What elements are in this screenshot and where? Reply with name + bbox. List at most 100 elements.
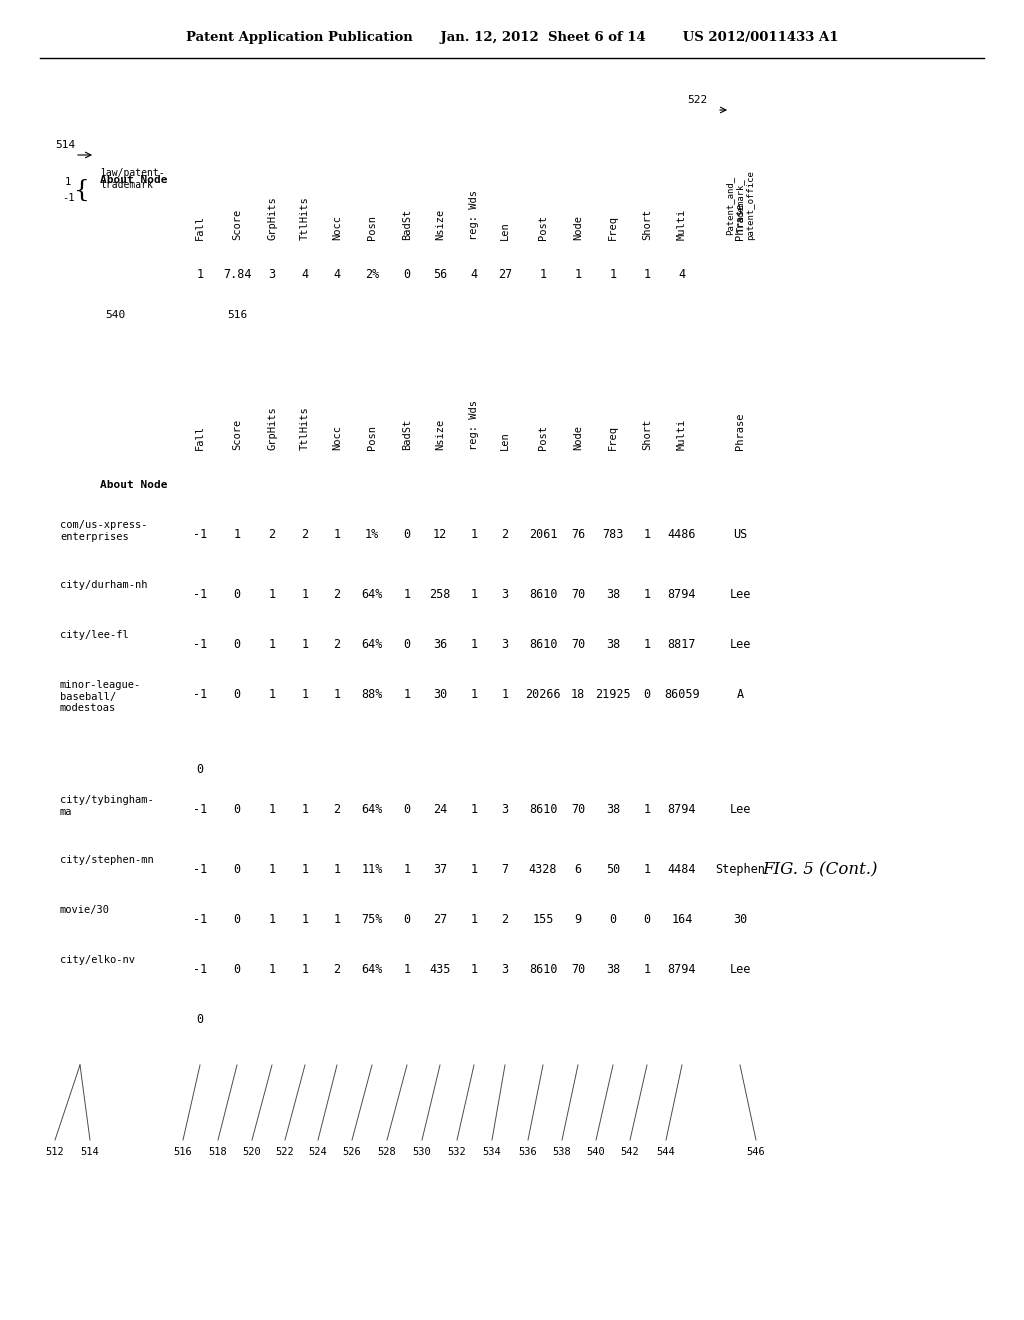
Text: 1: 1 [403,964,411,975]
Text: 70: 70 [570,803,585,816]
Text: 2: 2 [334,638,341,651]
Text: 18: 18 [570,688,585,701]
Text: 38: 38 [606,587,621,601]
Text: reg: Wds: reg: Wds [469,190,479,240]
Text: Len: Len [500,432,510,450]
Text: 2: 2 [502,528,509,541]
Text: 1: 1 [403,863,411,876]
Text: 1: 1 [268,638,275,651]
Text: 0: 0 [233,638,241,651]
Text: 0: 0 [233,863,241,876]
Text: 538: 538 [553,1147,571,1158]
Text: 1: 1 [643,964,650,975]
Text: 1: 1 [609,268,616,281]
Text: 86059: 86059 [665,688,699,701]
Text: 2: 2 [502,913,509,927]
Text: 4328: 4328 [528,863,557,876]
Text: 4486: 4486 [668,528,696,541]
Text: 0: 0 [403,528,411,541]
Text: 1: 1 [301,964,308,975]
Text: 0: 0 [403,638,411,651]
Text: Lee: Lee [729,638,751,651]
Text: 528: 528 [378,1147,396,1158]
Text: 1: 1 [470,803,477,816]
Text: Patent Application Publication      Jan. 12, 2012  Sheet 6 of 14        US 2012/: Patent Application Publication Jan. 12, … [185,32,839,45]
Text: 88%: 88% [361,688,383,701]
Text: 155: 155 [532,913,554,927]
Text: -1: -1 [61,193,75,203]
Text: 8610: 8610 [528,964,557,975]
Text: 1%: 1% [365,528,379,541]
Text: 76: 76 [570,528,585,541]
Text: -1: -1 [193,863,207,876]
Text: 2061: 2061 [528,528,557,541]
Text: 1: 1 [268,913,275,927]
Text: 1: 1 [268,688,275,701]
Text: 1: 1 [334,528,341,541]
Text: 2: 2 [334,587,341,601]
Text: Freq: Freq [608,215,618,240]
Text: Posn: Posn [367,425,377,450]
Text: 1: 1 [470,638,477,651]
Text: 30: 30 [733,913,748,927]
Text: reg: Wds: reg: Wds [469,400,479,450]
Text: 27: 27 [498,268,512,281]
Text: FIG. 5 (Cont.): FIG. 5 (Cont.) [762,862,878,879]
Text: city/durham-nh: city/durham-nh [60,579,147,590]
Text: Nocc: Nocc [332,215,342,240]
Text: 64%: 64% [361,638,383,651]
Text: 1: 1 [470,528,477,541]
Text: 50: 50 [606,863,621,876]
Text: 1: 1 [334,863,341,876]
Text: -1: -1 [193,803,207,816]
Text: 546: 546 [746,1147,765,1158]
Text: 64%: 64% [361,587,383,601]
Text: Phrase: Phrase [735,412,745,450]
Text: 522: 522 [687,95,708,106]
Text: Lee: Lee [729,964,751,975]
Text: Short: Short [642,209,652,240]
Text: -1: -1 [193,688,207,701]
Text: 1: 1 [403,587,411,601]
Text: 8610: 8610 [528,803,557,816]
Text: 1: 1 [470,863,477,876]
Text: 1: 1 [334,913,341,927]
Text: 4: 4 [301,268,308,281]
Text: law/patent-
trademark: law/patent- trademark [100,168,165,190]
Text: 518: 518 [209,1147,227,1158]
Text: 1: 1 [301,587,308,601]
Text: GrpHits: GrpHits [267,197,278,240]
Text: 8610: 8610 [528,587,557,601]
Text: 1: 1 [301,863,308,876]
Text: 1: 1 [470,587,477,601]
Text: 70: 70 [570,587,585,601]
Text: 1: 1 [643,528,650,541]
Text: 1: 1 [334,688,341,701]
Text: Posn: Posn [367,215,377,240]
Text: {: { [74,178,90,202]
Text: 512: 512 [46,1147,65,1158]
Text: 1: 1 [197,268,204,281]
Text: -1: -1 [193,964,207,975]
Text: 164: 164 [672,913,692,927]
Text: 8794: 8794 [668,587,696,601]
Text: Nsize: Nsize [435,418,445,450]
Text: 1: 1 [540,268,547,281]
Text: TtlHits: TtlHits [300,407,310,450]
Text: Freq: Freq [608,425,618,450]
Text: 542: 542 [621,1147,639,1158]
Text: Score: Score [232,209,242,240]
Text: 38: 38 [606,803,621,816]
Text: 534: 534 [482,1147,502,1158]
Text: 516: 516 [227,310,247,319]
Text: 2: 2 [301,528,308,541]
Text: 12: 12 [433,528,447,541]
Text: 3: 3 [502,638,509,651]
Text: 4: 4 [679,268,685,281]
Text: 7.84: 7.84 [223,268,251,281]
Text: 38: 38 [606,638,621,651]
Text: 1: 1 [470,964,477,975]
Text: city/elko-nv: city/elko-nv [60,954,135,965]
Text: 21925: 21925 [595,688,631,701]
Text: Node: Node [573,215,583,240]
